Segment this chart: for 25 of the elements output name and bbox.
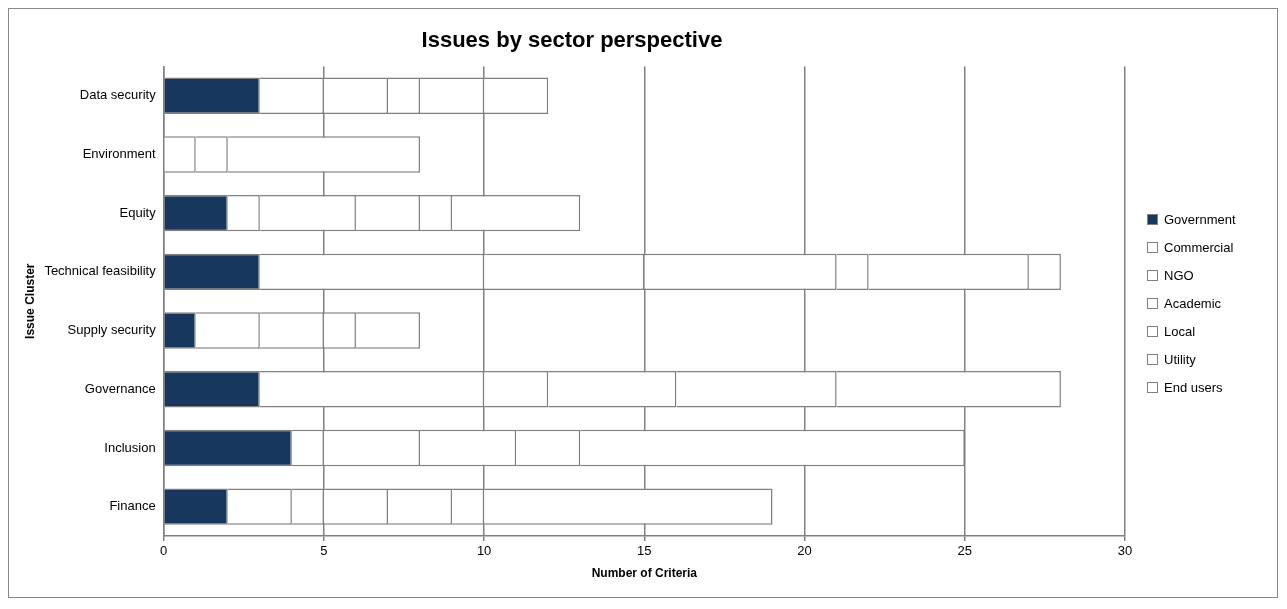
text: Academic xyxy=(1164,295,1222,311)
text: Commercial xyxy=(1164,239,1234,255)
text: Local xyxy=(1164,323,1196,339)
x-tick-label: 25 xyxy=(957,543,973,559)
y-axis-title: Issue Cluster xyxy=(22,263,37,339)
y-tick-label: Technical feasibility xyxy=(44,263,157,279)
y-tick-label: Data security xyxy=(79,87,157,103)
y-tick-label: Equity xyxy=(119,204,157,220)
y-tick-label: Finance xyxy=(109,498,156,514)
x-axis-title: Number of Criteria xyxy=(591,566,698,581)
text: Utility xyxy=(1164,351,1196,367)
y-tick-label: Governance xyxy=(84,380,156,396)
x-tick-label: 5 xyxy=(320,543,328,559)
x-tick-label: 10 xyxy=(476,543,492,559)
x-tick-label: 20 xyxy=(797,543,812,559)
x-tick-label: 0 xyxy=(160,543,168,559)
x-tick-label: 30 xyxy=(1117,543,1133,559)
text: End users xyxy=(1164,379,1223,395)
x-tick-label: 15 xyxy=(637,543,652,559)
y-tick-label: Inclusion xyxy=(104,439,156,455)
y-tick-label: Environment xyxy=(82,146,157,162)
chart-title: Issues by sector perspective xyxy=(421,27,723,53)
legend-label: Government xyxy=(1164,211,1236,227)
text: NGO xyxy=(1164,267,1194,283)
y-tick-label: Supply security xyxy=(67,322,157,338)
